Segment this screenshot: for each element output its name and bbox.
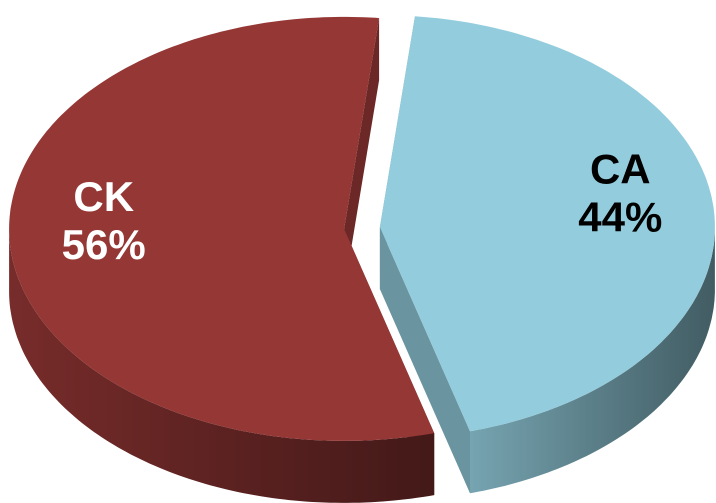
slice-category-label: CA	[590, 145, 651, 192]
slice-value-label: 44%	[578, 193, 662, 240]
slice	[9, 16, 435, 441]
slice	[379, 16, 715, 432]
slice-face	[344, 18, 380, 291]
slice-category-label: CK	[73, 173, 134, 220]
slice-side	[9, 231, 435, 503]
slice-value-label: 56%	[62, 221, 146, 268]
slice-face	[379, 227, 470, 494]
slice-side	[470, 227, 715, 494]
